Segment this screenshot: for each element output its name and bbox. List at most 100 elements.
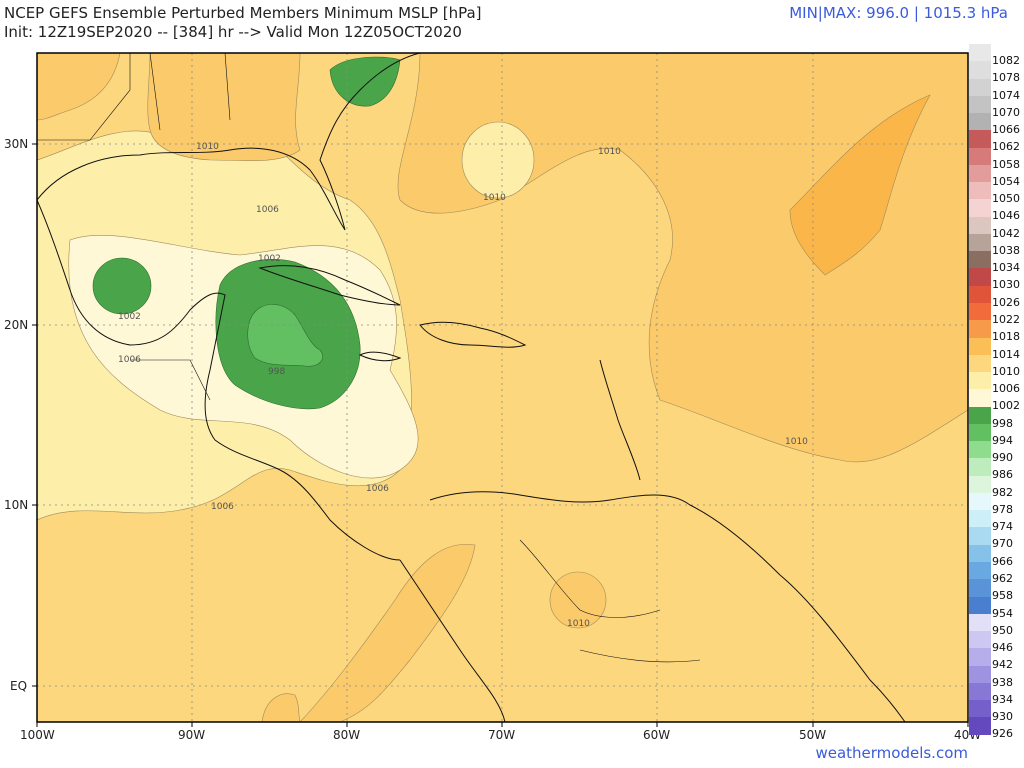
legend-swatch [969, 113, 991, 131]
legend-swatch [969, 596, 991, 614]
legend-label: 950 [992, 623, 1013, 637]
legend-row: 962 [969, 561, 1020, 585]
title-line-2: Init: 12Z19SEP2020 -- [384] hr --> Valid… [4, 23, 462, 41]
legend-label: 1010 [992, 364, 1020, 378]
legend-label: 1034 [992, 261, 1020, 275]
lat-label-eq: EQ [10, 679, 28, 693]
legend-row: 926 [969, 717, 1020, 740]
legend-swatch [969, 389, 991, 407]
legend-row: 1002 [969, 389, 1020, 412]
legend-label: 1054 [992, 174, 1020, 188]
legend-row: 1006 [969, 372, 1020, 395]
contour-label: 1006 [118, 355, 141, 365]
legend-swatch [969, 285, 991, 303]
legend-swatch [969, 544, 991, 562]
title-line-1: NCEP GEFS Ensemble Perturbed Members Min… [4, 4, 482, 22]
legend-label: 1006 [992, 382, 1020, 396]
lon-label-70w: 70W [488, 728, 516, 742]
region-1014-northwest [37, 53, 121, 121]
legend-row: 1046 [969, 199, 1020, 222]
legend-row: 1082 [969, 44, 1020, 67]
legend-label: 946 [992, 641, 1013, 655]
legend-row: 1038 [969, 233, 1020, 257]
legend-label: 1066 [992, 123, 1020, 137]
legend-swatch [969, 199, 991, 217]
contour-label: 1010 [567, 619, 590, 629]
legend-label: 942 [992, 658, 1013, 672]
legend-row: 1054 [969, 164, 1020, 188]
graticule [37, 53, 968, 722]
legend-row: 954 [969, 596, 1020, 620]
legend-swatch [969, 682, 991, 701]
legend-swatch [969, 458, 991, 476]
legend-row: 938 [969, 665, 1020, 689]
legend-label: 1042 [992, 226, 1020, 240]
legend-label: 1058 [992, 157, 1020, 171]
legend-swatch [969, 527, 991, 545]
legend-label: 938 [992, 675, 1013, 689]
legend-swatch [969, 95, 991, 114]
lon-label-90w: 90W [178, 728, 206, 742]
legend-swatch [969, 268, 991, 286]
legend-row: 974 [969, 510, 1020, 533]
legend-label: 1050 [992, 192, 1020, 206]
legend-swatch [969, 61, 991, 79]
legend-swatch [969, 302, 991, 321]
legend-row: 1078 [969, 61, 1020, 84]
legend-swatch [969, 648, 991, 666]
contour-label: 1010 [598, 147, 621, 157]
lat-label-30n: 30N [4, 137, 29, 151]
legend-label: 1022 [992, 312, 1020, 326]
contour-label: 1006 [256, 205, 279, 215]
legend-label: 1062 [992, 140, 1020, 154]
legend-label: 1002 [992, 399, 1020, 413]
legend-row: 1062 [969, 130, 1020, 153]
legend-label: 962 [992, 571, 1013, 585]
contour-label: 1010 [785, 437, 808, 447]
legend-swatch [969, 147, 991, 165]
legend-swatch [969, 441, 991, 459]
legend-row: 982 [969, 475, 1020, 499]
legend-row: 1042 [969, 216, 1020, 240]
legend-label: 1078 [992, 71, 1020, 85]
legend-label: 1070 [992, 105, 1020, 119]
chart-title: NCEP GEFS Ensemble Perturbed Members Min… [4, 4, 482, 42]
legend-row: 966 [969, 544, 1020, 568]
legend-label: 994 [992, 433, 1013, 447]
legend-label: 986 [992, 468, 1013, 482]
legend-label: 1046 [992, 209, 1020, 223]
legend-row: 1050 [969, 182, 1020, 205]
region-1010-venezuela [549, 571, 607, 629]
legend-label: 958 [992, 589, 1013, 603]
legend-row: 1026 [969, 285, 1020, 309]
tick-marks [32, 143, 969, 727]
legend-swatch [969, 561, 991, 580]
contour-label: 1002 [118, 312, 141, 322]
legend-swatch [969, 182, 991, 200]
legend-label: 978 [992, 502, 1013, 516]
legend-row: 1022 [969, 302, 1020, 326]
region-1014-seus [147, 53, 301, 162]
legend-row: 946 [969, 631, 1020, 654]
lon-label-60w: 60W [643, 728, 671, 742]
contour-label: 1010 [196, 142, 219, 152]
legend-swatch [969, 717, 991, 735]
min-max-readout: MIN|MAX: 996.0 | 1015.3 hPa [789, 4, 1008, 22]
legend-swatch [969, 613, 991, 632]
site-credit: weathermodels.com [815, 744, 968, 762]
contour-label: 1002 [258, 254, 281, 264]
legend-label: 1026 [992, 295, 1020, 309]
legend-label: 990 [992, 451, 1013, 465]
lon-label-50w: 50W [799, 728, 827, 742]
lon-label-100w: 100W [20, 728, 55, 742]
coastlines [37, 53, 906, 722]
region-998-gulf [92, 257, 152, 315]
legend-row: 994 [969, 423, 1020, 447]
region-1014-east [789, 94, 931, 276]
legend-swatch [969, 251, 991, 269]
legend-swatch [969, 354, 991, 373]
legend-label: 970 [992, 537, 1013, 551]
region-998-carolinas [329, 56, 401, 107]
region-lighter-bubble [461, 121, 535, 199]
legend-row: 950 [969, 613, 1020, 637]
